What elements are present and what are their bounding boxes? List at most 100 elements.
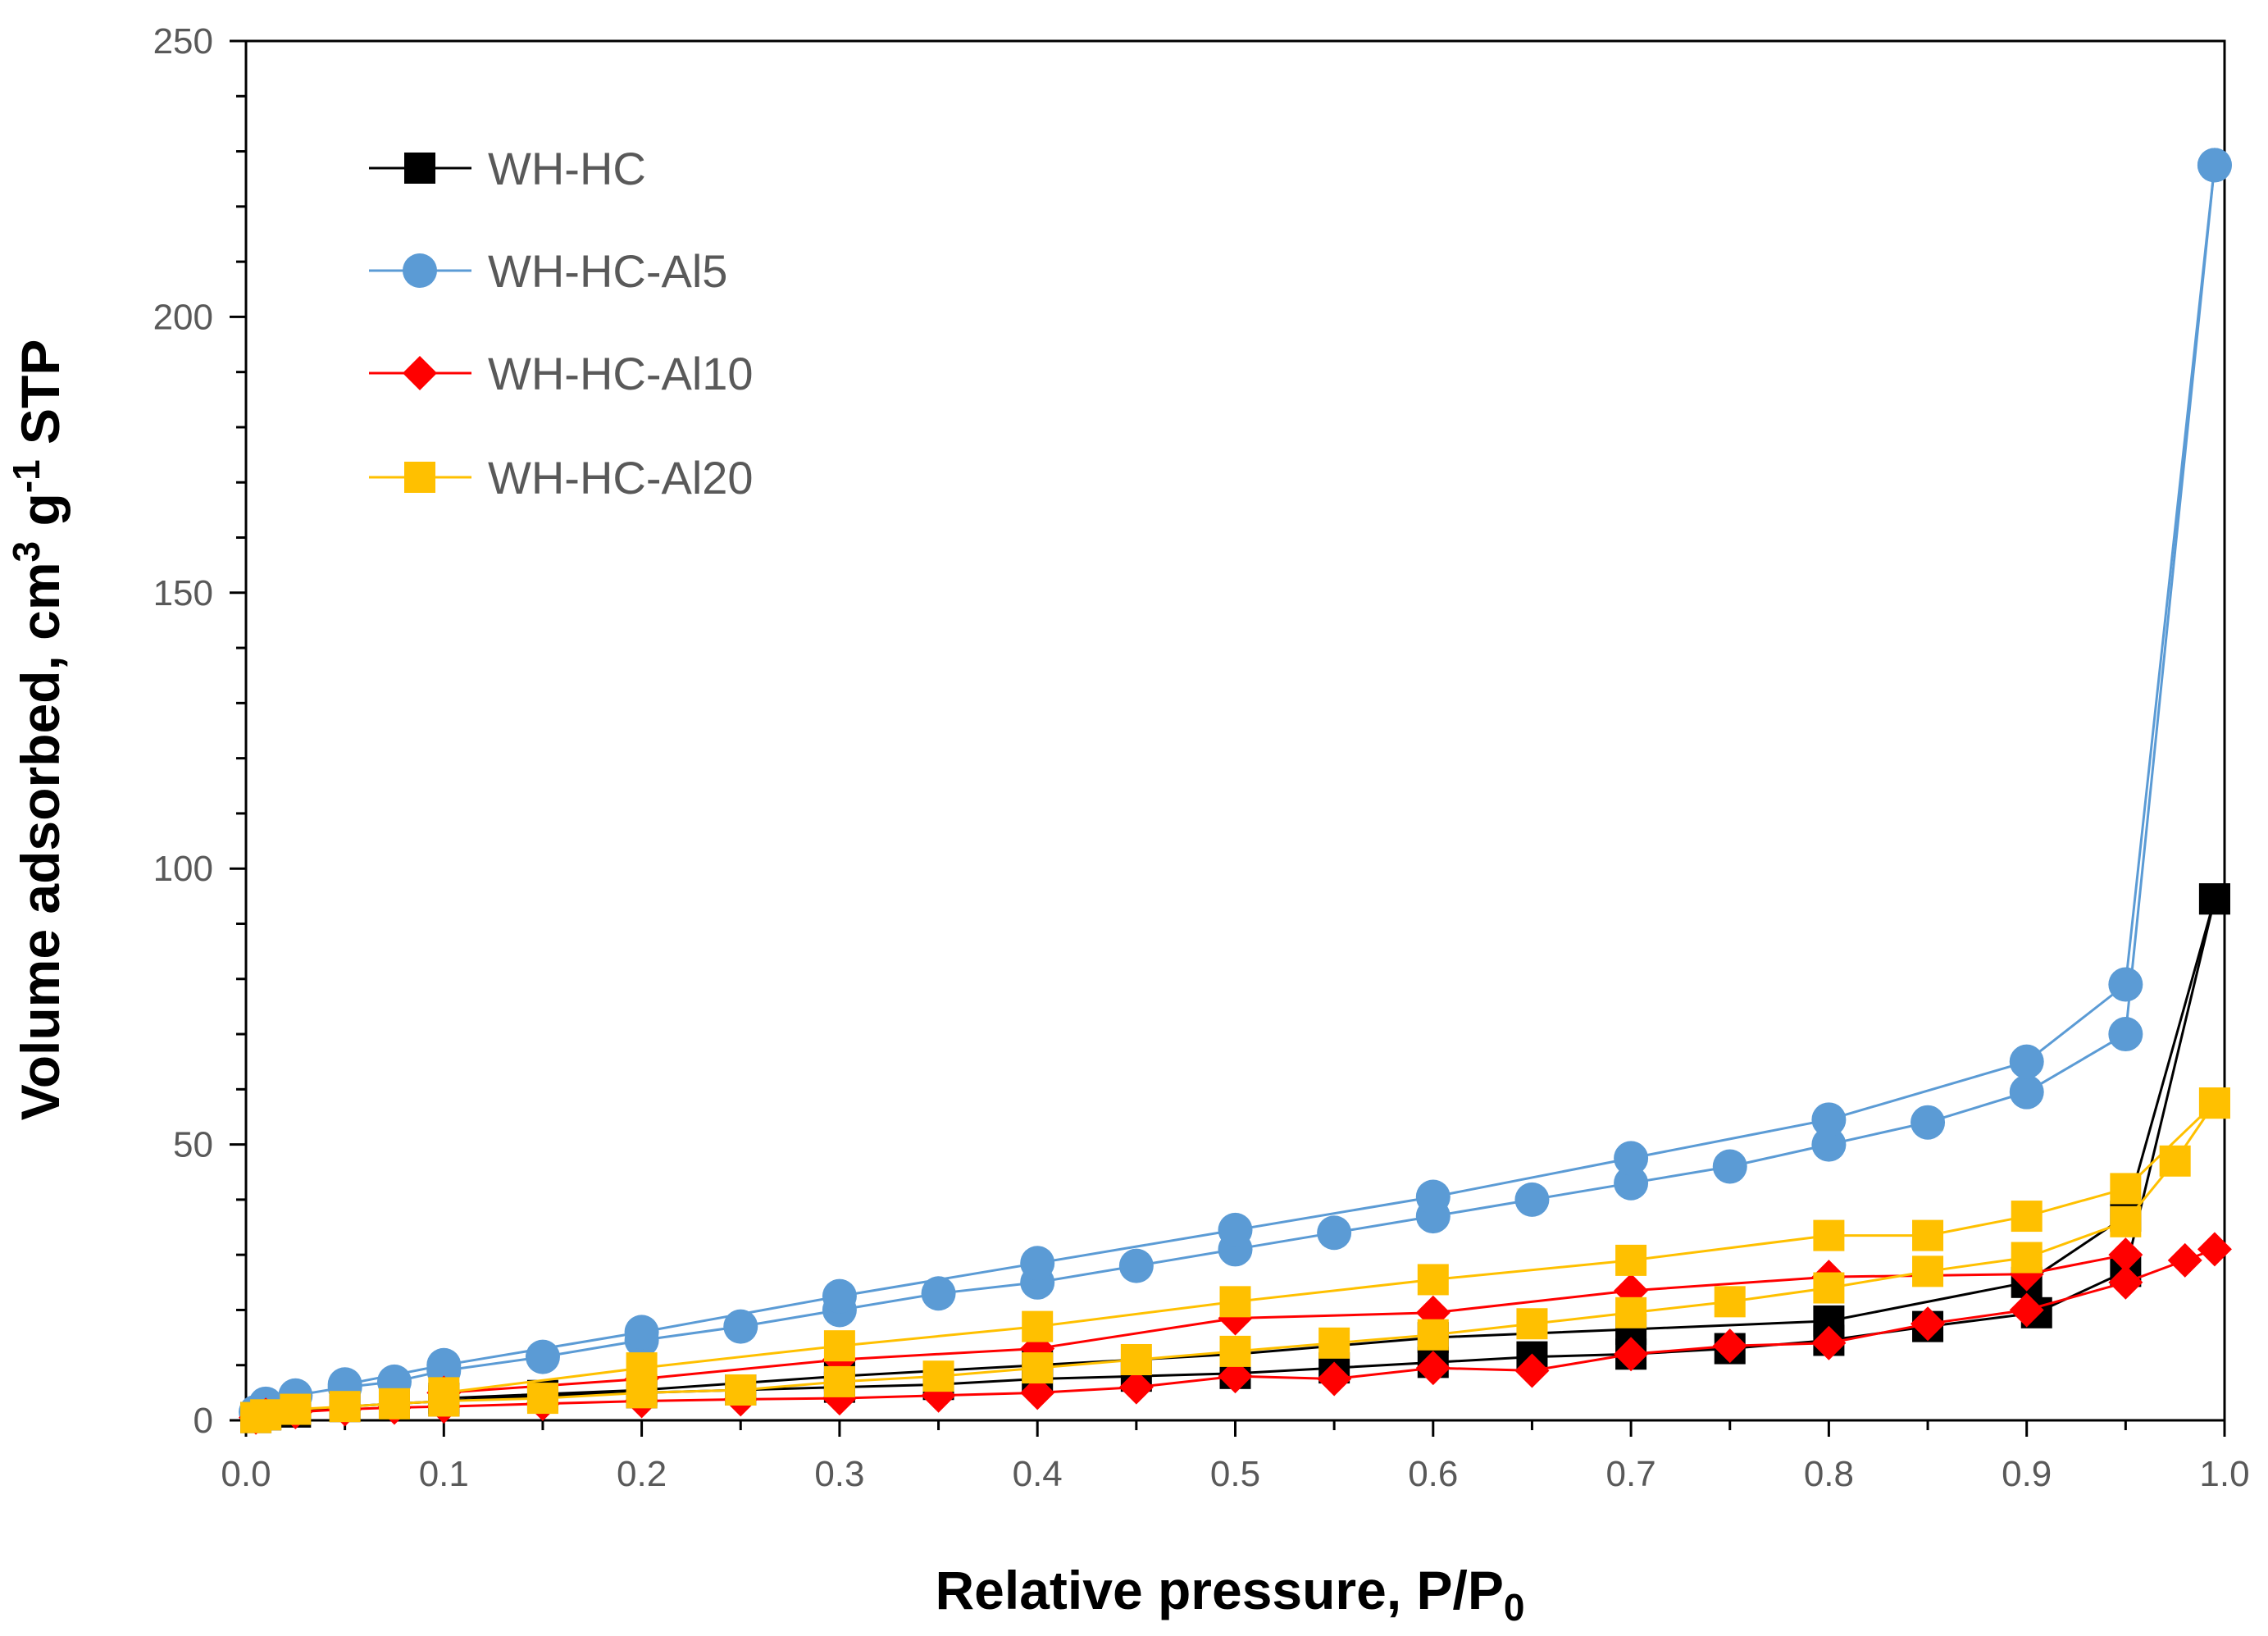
adsorption-point xyxy=(1022,1352,1054,1384)
desorption-point xyxy=(1614,1141,1649,1176)
adsorption-point xyxy=(1415,1351,1451,1386)
legend-marker xyxy=(404,462,435,493)
desorption-point xyxy=(2108,967,2143,1002)
adsorption-point xyxy=(1813,1272,1845,1304)
adsorption-point xyxy=(1712,1149,1747,1184)
series-layer xyxy=(239,148,2232,1435)
x-tick-label: 0.7 xyxy=(1606,1454,1656,1494)
x-tick-label: 0.9 xyxy=(2002,1454,2052,1494)
desorption-point xyxy=(1813,1219,1845,1251)
desorption-point xyxy=(2108,1237,2143,1273)
legend-marker xyxy=(403,356,437,390)
desorption-point xyxy=(1912,1219,1944,1251)
desorption-point xyxy=(428,1377,460,1409)
adsorption-point xyxy=(1910,1105,1946,1140)
desorption-point xyxy=(2011,1201,2043,1233)
legend-label: WH-HC xyxy=(488,143,646,194)
adsorption-point xyxy=(525,1339,560,1374)
desorption-point xyxy=(626,1352,658,1384)
x-tick-label: 0.8 xyxy=(1804,1454,1854,1494)
x-tick-label: 0.4 xyxy=(1013,1454,1063,1494)
adsorption-point xyxy=(922,1360,954,1392)
desorption-point xyxy=(2110,1173,2142,1205)
desorption-point xyxy=(823,1330,855,1362)
x-axis-title: Relative pressure, P/P0 xyxy=(936,1560,1525,1629)
adsorption-point xyxy=(1912,1255,1944,1287)
adsorption-point xyxy=(1811,1127,1847,1162)
legend-entry: WH-HC-Al20 xyxy=(369,452,754,504)
axes: 0.0 0.1 0.2 0.3 0.4 0.5 0.6 0.7 0.8 0.9 1.0 0 50 100 1… xyxy=(153,21,2250,1494)
x-tick-label: 0.3 xyxy=(814,1454,864,1494)
adsorption-point xyxy=(2108,1265,2143,1300)
adsorption-point xyxy=(526,1383,558,1415)
adsorption-point xyxy=(921,1276,956,1311)
adsorption-point xyxy=(1514,1182,1550,1217)
desorption-point xyxy=(426,1347,462,1383)
adsorption-point xyxy=(1120,1343,1152,1375)
adsorption-point xyxy=(1218,1359,1253,1394)
desorption-point xyxy=(1615,1244,1647,1276)
y-tick-label: 50 xyxy=(173,1125,213,1165)
legend-label: WH-HC-Al10 xyxy=(488,348,754,399)
legend-entry: WH-HC-Al10 xyxy=(369,348,754,399)
adsorption-point xyxy=(1615,1296,1647,1328)
desorption-point xyxy=(1811,1102,1847,1137)
desorption-point xyxy=(1219,1286,1251,1318)
adsorption-point xyxy=(1516,1308,1548,1340)
adsorption-point xyxy=(1118,1248,1154,1283)
desorption-line xyxy=(444,1102,2216,1394)
desorption-point xyxy=(822,1278,857,1314)
adsorption-point xyxy=(280,1393,312,1425)
desorption-point xyxy=(1415,1179,1451,1214)
adsorption-point xyxy=(2197,1232,2232,1267)
adsorption-point xyxy=(378,1388,410,1420)
adsorption-point xyxy=(725,1374,757,1406)
adsorption-point xyxy=(1318,1327,1350,1359)
adsorption-point xyxy=(1712,1328,1747,1364)
desorption-point xyxy=(2009,1044,2044,1079)
x-tick-label: 0.6 xyxy=(1408,1454,1458,1494)
y-tick-label: 200 xyxy=(153,297,213,337)
desorption-point xyxy=(1417,1264,1449,1296)
adsorption-point xyxy=(2108,1017,2143,1052)
adsorption-point xyxy=(2167,1242,2202,1278)
adsorption-point xyxy=(1020,1375,1055,1410)
adsorption-point xyxy=(1118,1369,1154,1405)
desorption-point xyxy=(1218,1212,1253,1247)
adsorption-point xyxy=(1714,1286,1746,1318)
desorption-point xyxy=(1020,1246,1055,1281)
y-tick-label: 150 xyxy=(153,573,213,613)
adsorption-point xyxy=(2011,1242,2043,1274)
adsorption-point xyxy=(1219,1335,1251,1367)
x-tick-label: 0.0 xyxy=(221,1454,271,1494)
legend-label: WH-HC-Al5 xyxy=(488,245,727,297)
series-wh-hc-al20 xyxy=(240,1087,2230,1433)
x-tick-label: 1.0 xyxy=(2199,1454,2249,1494)
y-tick-label: 100 xyxy=(153,849,213,889)
y-tick-label: 250 xyxy=(153,21,213,62)
adsorption-point xyxy=(1614,1165,1649,1201)
adsorption-point xyxy=(2009,1074,2044,1110)
adsorption-point xyxy=(329,1391,361,1423)
desorption-point xyxy=(2198,883,2230,915)
adsorption-point xyxy=(1614,1337,1649,1372)
y-tick-label: 0 xyxy=(194,1401,213,1441)
legend-entry: WH-HC xyxy=(369,143,646,194)
adsorption-point xyxy=(2009,1292,2044,1328)
desorption-point xyxy=(2197,148,2232,183)
legend-entry: WH-HC-Al5 xyxy=(369,245,727,297)
legend: WH-HC WH-HC-Al5 WH-HC-Al10 WH-HC-Al20 xyxy=(369,143,754,504)
adsorption-point xyxy=(823,1365,855,1397)
x-tick-label: 0.1 xyxy=(419,1454,469,1494)
legend-marker xyxy=(404,153,435,184)
desorption-line xyxy=(444,1253,2126,1394)
adsorption-point xyxy=(1811,1325,1847,1360)
desorption-point xyxy=(624,1315,659,1350)
x-tick-label: 0.5 xyxy=(1210,1454,1260,1494)
adsorption-point xyxy=(2159,1145,2191,1177)
x-tick-label: 0.2 xyxy=(617,1454,667,1494)
y-axis-title: Volume adsorbed, cm3 g-1 STP xyxy=(5,340,71,1121)
adsorption-point xyxy=(1417,1319,1449,1351)
adsorption-point xyxy=(2110,1205,2142,1237)
